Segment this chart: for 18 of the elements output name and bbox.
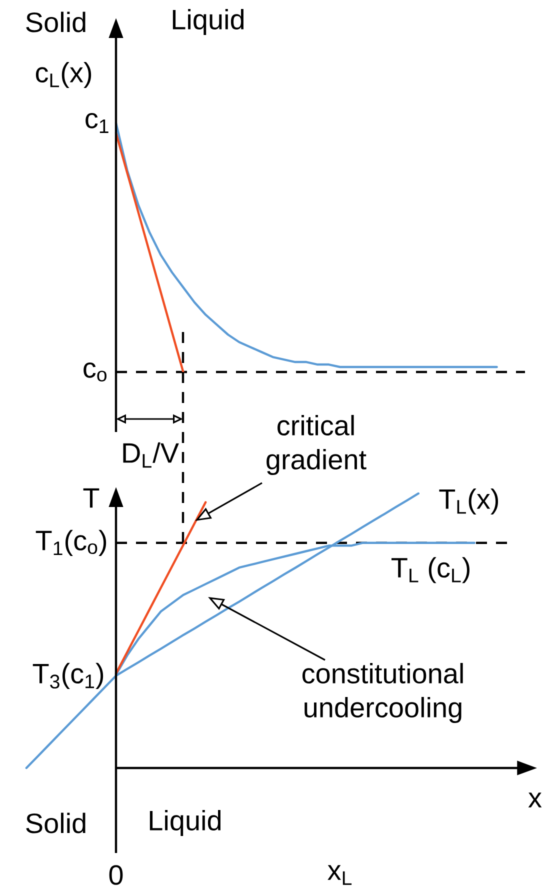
y-axis-title: c$_{L}$(x) <box>36 62 92 88</box>
annotation: c$_{1}$ <box>86 113 108 133</box>
x-axis-title: x <box>528 792 542 808</box>
y-axis-title: T <box>83 488 100 508</box>
ref-line-label: c$_{o}$ <box>84 362 106 382</box>
series-label: T$_{L}$ (c$_{L}$) <box>391 557 470 584</box>
text: Solid <box>26 12 86 32</box>
text: Liquid <box>150 810 221 836</box>
text: critical gradient <box>266 414 366 476</box>
x-tick-label: x$_{L}$ <box>328 865 352 885</box>
text: D$_{L}$/V <box>123 442 179 468</box>
text: Solid <box>26 812 86 834</box>
series-label: T$_{L}$(x) <box>439 488 498 515</box>
text: Liquid <box>172 8 244 36</box>
ref-line-label: T$_{1}$(c$_{o}$) <box>36 530 106 556</box>
annotation: T$_{3}$(c$_{1}$) <box>32 662 104 690</box>
annotation: constitutional undercooling <box>302 662 463 724</box>
x-tick-label: 0 <box>109 865 123 885</box>
